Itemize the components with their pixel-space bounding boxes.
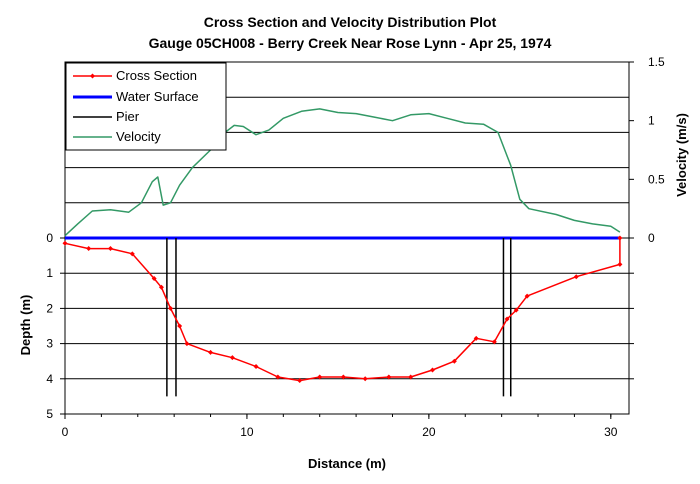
cross-section-marker bbox=[129, 251, 135, 257]
cross-section-marker bbox=[491, 339, 497, 345]
cross-section-marker bbox=[86, 246, 92, 252]
y-left-tick-label: 1 bbox=[46, 266, 53, 280]
x-tick-label: 20 bbox=[422, 425, 436, 439]
legend-label-pier: Pier bbox=[116, 109, 140, 124]
y-left-axis-title: Depth (m) bbox=[18, 295, 33, 356]
legend: Cross Section Water Surface Pier Velocit… bbox=[65, 62, 227, 151]
chart-title: Cross Section and Velocity Distribution … bbox=[204, 14, 497, 30]
cross-section-marker bbox=[408, 374, 414, 380]
cross-section-marker bbox=[168, 305, 174, 311]
cross-section-marker bbox=[504, 316, 510, 322]
cross-section-marker bbox=[107, 246, 113, 252]
legend-marker-cross-section bbox=[90, 73, 95, 79]
cross-section-marker bbox=[524, 293, 530, 299]
x-tick-label: 30 bbox=[604, 425, 618, 439]
cross-section-marker bbox=[184, 341, 190, 347]
y-left-tick-label: 4 bbox=[46, 372, 53, 386]
cross-section-marker bbox=[430, 367, 436, 373]
cross-section-marker bbox=[617, 235, 623, 241]
cross-section-marker bbox=[362, 376, 368, 382]
x-axis-title: Distance (m) bbox=[308, 456, 386, 471]
cross-section-marker bbox=[573, 274, 579, 280]
y-right-tick-label: 1 bbox=[648, 114, 655, 128]
y-left-tick-label: 2 bbox=[46, 301, 53, 315]
y-right-axis-title: Velocity (m/s) bbox=[674, 113, 689, 197]
cross-section-marker bbox=[158, 284, 164, 290]
cross-section-marker bbox=[317, 374, 323, 380]
cross-section-marker bbox=[513, 307, 519, 313]
cross-section-marker bbox=[151, 275, 157, 281]
cross-section-marker bbox=[177, 323, 183, 329]
y-left-tick-label: 0 bbox=[46, 231, 53, 245]
cross-section-marker bbox=[297, 378, 303, 384]
cross-section-marker bbox=[275, 374, 281, 380]
cross-section-marker bbox=[229, 355, 235, 361]
cross-section-marker bbox=[253, 363, 259, 369]
legend-label-velocity: Velocity bbox=[116, 129, 161, 144]
legend-label-water-surface: Water Surface bbox=[116, 89, 199, 104]
cross-section-marker bbox=[617, 261, 623, 267]
cross-section-marker bbox=[62, 240, 68, 246]
chart-subtitle: Gauge 05CH008 - Berry Creek Near Rose Ly… bbox=[149, 35, 552, 51]
cross-section-marker bbox=[473, 335, 479, 341]
cross-section-marker bbox=[340, 374, 346, 380]
cross-section-marker bbox=[208, 349, 214, 355]
x-tick-label: 10 bbox=[240, 425, 254, 439]
cross-section-marker bbox=[386, 374, 392, 380]
y-right-tick-label: 1.5 bbox=[648, 55, 665, 69]
y-right-tick-label: 0.5 bbox=[648, 172, 665, 186]
series-layer bbox=[62, 108, 623, 397]
y-right-tick-label: 0 bbox=[648, 231, 655, 245]
cross-section-marker bbox=[451, 358, 457, 364]
y-left-tick-label: 5 bbox=[46, 407, 53, 421]
x-tick-label: 0 bbox=[62, 425, 69, 439]
legend-label-cross-section: Cross Section bbox=[116, 68, 197, 83]
velocity-line bbox=[64, 108, 621, 237]
y-left-tick-label: 3 bbox=[46, 337, 53, 351]
